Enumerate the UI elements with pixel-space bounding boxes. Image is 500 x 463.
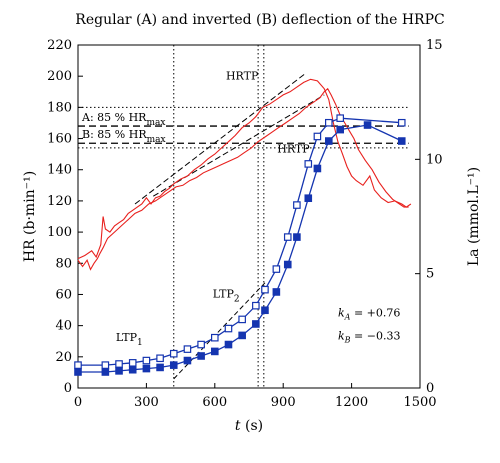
y-right-axis-title: La (mmol.L⁻¹): [466, 167, 482, 266]
series-point-2: [142, 356, 151, 365]
annotation-label: HRTP: [277, 143, 310, 156]
series-point-2: [224, 324, 233, 333]
series-line-0: [77, 78, 412, 260]
y-left-tick-label: 40: [55, 319, 72, 334]
y-left-tick-label: 0: [64, 381, 72, 396]
series-point-2: [313, 132, 322, 141]
series-point-3: [397, 137, 406, 145]
annotation-label: LTP2: [213, 288, 240, 305]
chart-title: Regular (A) and inverted (B) deflection …: [75, 12, 444, 28]
x-tick-label: 300: [134, 395, 159, 410]
series-point-3: [224, 340, 233, 349]
x-axis-title: t (s): [235, 418, 263, 434]
series-point-3: [128, 365, 137, 374]
series-point-3: [183, 356, 192, 365]
x-tick-label: 1200: [335, 395, 368, 410]
y-left-tick-label: 180: [47, 100, 72, 115]
series-point-3: [363, 121, 372, 129]
series-point-2: [261, 285, 269, 294]
series-point-2: [169, 349, 178, 358]
y-left-tick-label: 80: [55, 256, 72, 271]
hr-max-label: B: 85 % HRmax: [82, 128, 166, 145]
y-left-tick-label: 220: [47, 38, 72, 53]
y-left-tick-label: 20: [55, 350, 72, 365]
y-left-tick-label: 140: [47, 163, 72, 178]
k-value-label: kA = +0.76: [338, 306, 400, 321]
series-point-3: [304, 194, 313, 203]
series-point-3: [169, 361, 178, 369]
series-point-2: [325, 118, 333, 127]
x-tick-label: 1500: [403, 395, 436, 410]
series-point-3: [261, 306, 269, 315]
series-point-3: [313, 164, 322, 173]
series-point-3: [156, 363, 164, 372]
x-tick-label: 0: [74, 395, 82, 410]
series-line-2: [78, 117, 402, 366]
series-point-2: [304, 160, 313, 168]
y-left-tick-label: 160: [47, 132, 72, 147]
series-point-3: [325, 137, 333, 145]
y-right-tick-label: 5: [426, 267, 434, 282]
k-value-label: kB = −0.33: [338, 330, 400, 345]
series-point-2: [156, 354, 164, 363]
series-point-2: [183, 345, 192, 353]
series-point-3: [197, 352, 205, 360]
annotation-label: HRTP: [226, 69, 259, 82]
y-left-tick-label: 200: [47, 69, 72, 84]
y-left-tick-label: 100: [47, 225, 72, 240]
annotation-label: LTP1: [116, 331, 143, 348]
series-point-2: [115, 360, 123, 368]
series-point-3: [272, 288, 281, 296]
la-tangent-line: [173, 282, 266, 380]
series-point-2: [252, 301, 260, 310]
series-point-2: [197, 340, 205, 349]
hr-max-label: A: 85 % HRmax: [81, 111, 165, 128]
series-point-3: [238, 331, 246, 340]
series-point-3: [101, 368, 110, 376]
plot-area: 0 300 600 900 1200 15000204060801001201401601…: [22, 38, 482, 434]
series-point-2: [101, 361, 110, 369]
series-point-3: [293, 233, 301, 241]
y-left-tick-label: 120: [47, 194, 72, 209]
series-point-2: [272, 265, 281, 273]
y-left-tick-label: 60: [55, 287, 72, 302]
series-point-2: [128, 359, 137, 367]
series-point-2: [283, 233, 292, 241]
y-right-tick-label: 0: [426, 381, 434, 396]
series-point-2: [74, 361, 82, 369]
series-line-1: [77, 87, 409, 271]
plot-frame: [77, 44, 421, 389]
y-right-tick-label: 15: [426, 38, 443, 53]
x-tick-label: 900: [271, 395, 296, 410]
series-point-3: [252, 320, 260, 328]
series-point-3: [336, 125, 345, 134]
series-point-3: [142, 364, 151, 373]
hr-regression-line-b: [152, 94, 325, 197]
y-left-axis-title: HR (b·min⁻¹): [22, 171, 38, 262]
x-tick-label: 600: [202, 395, 227, 410]
series-point-3: [211, 347, 219, 356]
series-point-2: [397, 118, 406, 127]
y-right-tick-label: 10: [426, 152, 443, 167]
series-point-3: [283, 260, 292, 269]
series-point-3: [74, 368, 82, 376]
series-point-2: [238, 315, 246, 324]
series-point-3: [115, 367, 123, 375]
series-point-2: [211, 333, 219, 342]
series-point-2: [293, 201, 301, 209]
series-point-2: [336, 114, 345, 122]
